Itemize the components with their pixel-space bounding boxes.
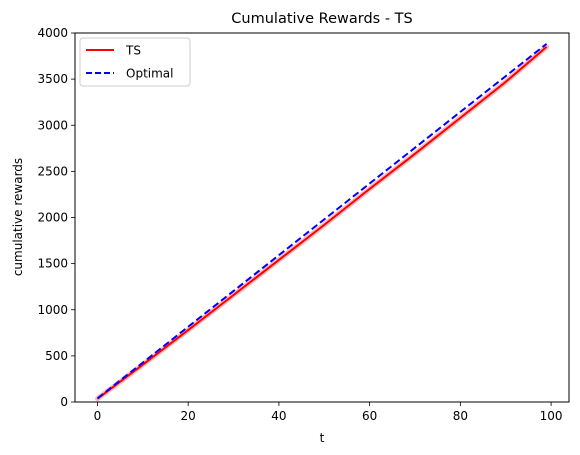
x-axis-ticks: 0 20 40 60 80 100 — [94, 402, 563, 423]
y-tick-label: 500 — [45, 349, 68, 363]
y-axis-label: cumulative rewards — [11, 158, 25, 276]
legend-optimal-label: Optimal — [126, 67, 173, 81]
y-tick-label: 4000 — [37, 26, 68, 40]
x-tick-label: 60 — [362, 409, 377, 423]
x-tick-label: 100 — [540, 409, 563, 423]
series-optimal-line — [96, 43, 548, 400]
y-tick-label: 0 — [60, 395, 68, 409]
y-tick-label: 1500 — [37, 257, 68, 271]
series-ts-line — [96, 46, 548, 400]
x-tick-label: 80 — [453, 409, 468, 423]
series-layer — [94, 43, 550, 402]
y-tick-label: 2500 — [37, 164, 68, 178]
y-tick-label: 3000 — [37, 118, 68, 132]
x-tick-label: 40 — [271, 409, 286, 423]
chart-title: Cumulative Rewards - TS — [231, 11, 412, 27]
y-axis-ticks: 0 500 1000 1500 2000 2500 3000 3500 4000 — [37, 26, 75, 409]
x-tick-label: 20 — [181, 409, 196, 423]
y-tick-label: 1000 — [37, 303, 68, 317]
x-tick-label: 0 — [94, 409, 102, 423]
y-tick-label: 2000 — [37, 211, 68, 225]
legend-ts-label: TS — [125, 44, 141, 58]
legend: TS Optimal — [79, 37, 191, 87]
x-axis-label: t — [320, 431, 325, 445]
y-tick-label: 3500 — [37, 72, 68, 86]
